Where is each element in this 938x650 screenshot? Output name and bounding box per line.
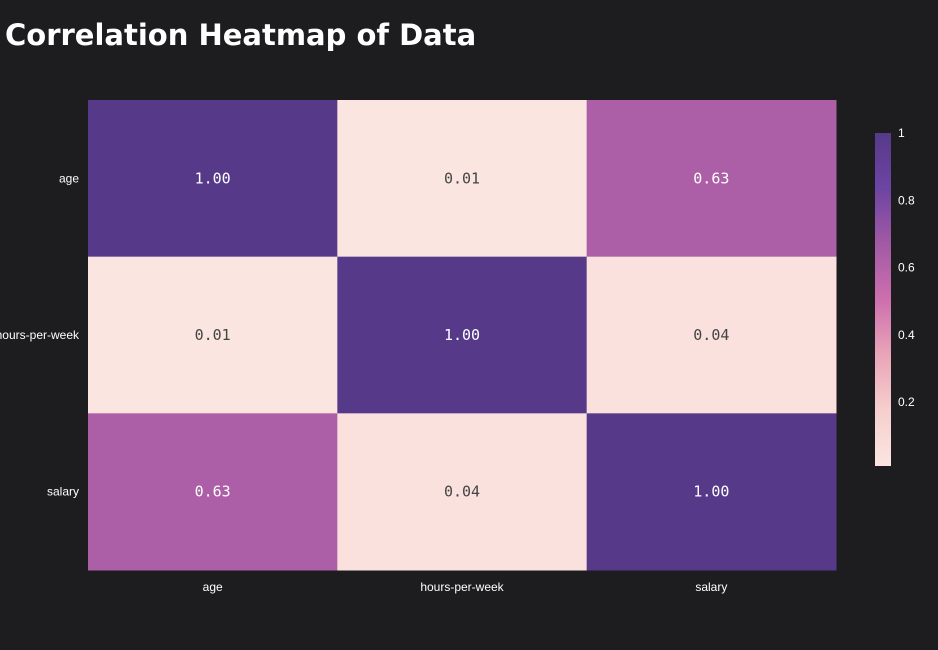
heatmap-cell xyxy=(586,413,837,571)
colorbar-tick-label: 0.6 xyxy=(898,261,915,275)
colorbar-tick-label: 0.8 xyxy=(898,193,915,207)
x-tick-label: hours-per-week xyxy=(420,580,504,594)
heatmap-cells: 1.00 0.01 0.63 0.01 1.00 0.04 0.63 0.04 1.00 xyxy=(88,100,837,571)
x-tick-label: age xyxy=(203,580,223,594)
x-axis-ticks: age hours-per-week salary xyxy=(203,580,728,594)
cell-value-label: 0.01 xyxy=(195,326,231,344)
cell-value-label: 0.63 xyxy=(693,169,729,187)
y-axis-ticks: age hours-per-week salary xyxy=(0,171,80,498)
colorbar: 0.2 0.4 0.6 0.8 1 xyxy=(875,126,915,466)
cell-value-label: 1.00 xyxy=(195,169,231,187)
y-tick-label: hours-per-week xyxy=(0,328,80,342)
cell-value-label: 0.04 xyxy=(693,326,729,344)
heatmap-cell xyxy=(337,100,588,258)
heatmap-cell xyxy=(337,413,588,571)
heatmap-cell xyxy=(586,256,837,414)
cell-value-label: 1.00 xyxy=(444,326,480,344)
heatmap-cell xyxy=(88,100,338,258)
cell-value-label: 0.01 xyxy=(444,169,480,187)
heatmap-cell xyxy=(88,256,338,414)
colorbar-tick-label: 0.4 xyxy=(898,328,915,342)
chart-title: Correlation Heatmap of Data xyxy=(5,18,477,52)
cell-value-label: 0.04 xyxy=(444,483,480,501)
colorbar-gradient xyxy=(875,133,891,466)
y-tick-label: salary xyxy=(47,485,79,499)
x-tick-label: salary xyxy=(695,580,727,594)
cell-value-label: 1.00 xyxy=(693,483,729,501)
colorbar-tick-label: 1 xyxy=(898,126,905,140)
heatmap-cell xyxy=(586,100,837,258)
heatmap-cell xyxy=(337,256,588,414)
heatmap-cell xyxy=(88,413,338,571)
colorbar-tick-label: 0.2 xyxy=(898,395,915,409)
cell-value-label: 0.63 xyxy=(195,483,231,501)
y-tick-label: age xyxy=(59,171,79,185)
